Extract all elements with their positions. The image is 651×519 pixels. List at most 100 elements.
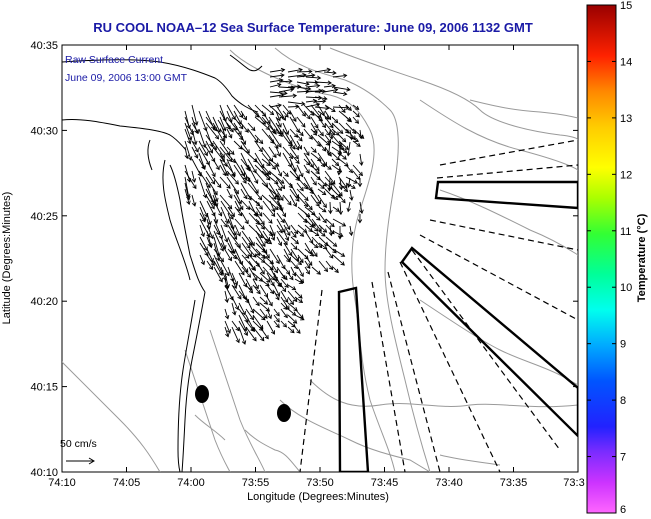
current-vector <box>219 164 227 176</box>
current-vector-head <box>223 162 228 167</box>
current-vector <box>269 74 284 78</box>
current-vector-head <box>282 323 288 328</box>
current-vector <box>287 308 296 316</box>
current-vector <box>247 128 259 143</box>
current-vector <box>268 182 281 201</box>
current-vector-head <box>214 197 219 203</box>
current-vector <box>324 134 332 143</box>
current-vector <box>323 71 336 74</box>
current-vector-head <box>322 208 327 213</box>
current-vector <box>268 128 282 148</box>
current-vector-head <box>282 212 287 218</box>
current-vector <box>268 134 279 149</box>
current-vector <box>349 189 353 201</box>
current-vector-head <box>319 131 324 137</box>
current-vector-head <box>284 236 290 242</box>
current-vector <box>231 320 240 331</box>
coverage-boxes <box>337 180 578 472</box>
current-vector <box>240 182 252 201</box>
current-vector <box>310 116 319 129</box>
current-vector <box>245 278 253 291</box>
current-vector <box>303 104 315 116</box>
current-vector <box>268 146 277 158</box>
current-vector-head <box>347 106 352 111</box>
current-vector-head <box>240 271 245 276</box>
current-vector <box>184 188 190 205</box>
current-vector-head <box>245 254 250 259</box>
current-vector <box>233 110 242 125</box>
current-vector <box>248 254 260 267</box>
current-vector <box>275 104 286 121</box>
current-vector-head <box>237 120 242 125</box>
current-vector-head <box>277 82 282 88</box>
current-vector-head <box>344 162 349 167</box>
current-vector <box>276 230 288 245</box>
current-vector <box>227 224 238 240</box>
current-vector-head <box>322 228 328 233</box>
current-vector-head <box>299 232 305 237</box>
current-vector-head <box>218 278 223 283</box>
current-vector <box>290 260 298 269</box>
current-vector <box>198 140 208 156</box>
current-vector <box>240 146 258 163</box>
current-vector <box>199 212 206 222</box>
current-vector <box>280 290 289 303</box>
current-vector-head <box>229 215 234 220</box>
current-vector-head <box>342 155 347 160</box>
current-vector-head <box>334 161 340 167</box>
current-vector-head <box>299 258 304 264</box>
current-vector <box>248 266 258 281</box>
current-vector <box>324 164 332 170</box>
current-vector-head <box>302 228 308 233</box>
current-vector <box>305 90 322 93</box>
current-vector-head <box>265 254 270 259</box>
current-vector <box>199 242 209 256</box>
current-vector <box>304 200 313 210</box>
current-vector <box>206 236 212 247</box>
colorbar-tick-label: 14 <box>620 56 632 68</box>
current-vector <box>212 194 218 207</box>
current-vector <box>304 260 311 269</box>
current-vector-head <box>299 131 304 137</box>
current-vector <box>304 218 314 228</box>
current-vector-head <box>275 259 280 265</box>
current-vector <box>305 103 320 108</box>
current-vector-head <box>209 265 214 271</box>
current-vector <box>198 152 206 170</box>
current-vector <box>325 236 337 247</box>
current-vector <box>287 74 306 78</box>
current-vector <box>254 158 269 176</box>
current-vector-head <box>228 194 233 199</box>
colorbar-tick-label: 11 <box>620 226 631 238</box>
current-vector <box>287 314 297 324</box>
current-vector <box>240 158 250 170</box>
annotation-line-2: June 09, 2006 13:00 GMT <box>65 72 188 84</box>
current-vector-head <box>327 115 332 121</box>
current-vector-head <box>277 172 283 177</box>
current-vector-head <box>330 222 335 228</box>
current-vector <box>290 266 296 277</box>
current-vector-head <box>227 204 233 210</box>
current-vector-head <box>277 103 282 108</box>
current-vector <box>238 308 249 323</box>
current-vector <box>275 116 282 128</box>
current-vector <box>205 158 216 177</box>
x-tick-label: 73:45 <box>371 477 399 489</box>
scale-label: 50 cm/s <box>60 438 97 450</box>
current-vector-head <box>287 201 292 206</box>
current-vector-head <box>239 124 244 130</box>
current-vector-head <box>358 134 364 140</box>
current-vector <box>238 320 248 336</box>
current-vector <box>294 314 305 321</box>
current-vector <box>283 230 289 241</box>
current-vector <box>349 129 353 140</box>
current-vector-head <box>338 129 344 135</box>
current-vector <box>275 110 281 121</box>
current-vector <box>191 122 199 134</box>
current-vector-head <box>209 234 214 240</box>
current-vector-head <box>301 123 306 128</box>
current-vector <box>213 200 222 217</box>
current-vector-head <box>272 153 277 159</box>
current-vector-head <box>312 98 318 104</box>
current-vector <box>259 272 271 283</box>
